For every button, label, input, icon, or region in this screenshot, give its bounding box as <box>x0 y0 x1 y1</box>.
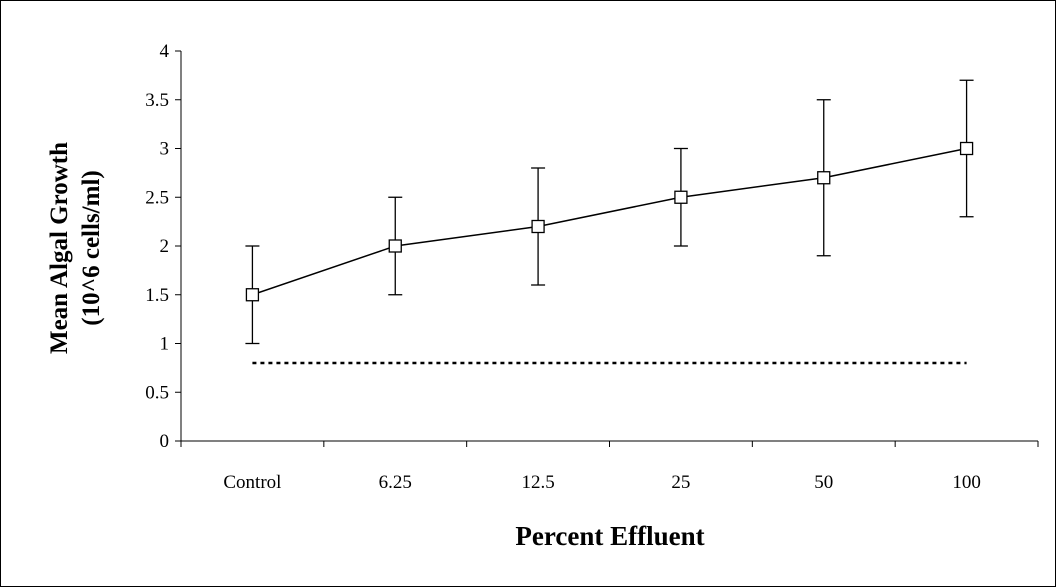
series-group <box>245 79 974 345</box>
x-axis-title: Percent Effluent <box>515 521 704 551</box>
x-axis-ticks: Control 6.25 12.5 25 50 100 <box>180 441 1039 493</box>
x-tick-label: Control <box>223 472 281 493</box>
y-tick-label: 3.5 <box>145 90 169 111</box>
x-tick-label: 25 <box>671 472 690 493</box>
y-tick-label: 1.5 <box>145 285 169 306</box>
data-point <box>674 190 688 204</box>
y-axis-title-line1: Mean Algal Growth <box>46 142 73 354</box>
y-tick-label: 2.5 <box>145 187 169 208</box>
data-point <box>531 219 545 234</box>
x-tick-label: 12.5 <box>521 472 554 493</box>
y-tick-label: 3 <box>160 139 170 160</box>
x-tick-label: 50 <box>814 472 833 493</box>
y-tick-label: 4 <box>160 41 170 62</box>
data-point <box>388 239 402 253</box>
y-axis-ticks: 0 0.5 1 1.5 2 2.5 3 3.5 4 <box>145 41 181 452</box>
y-axis-title-line2: (10^6 cells/ml) <box>78 170 105 325</box>
y-tick-label: 2 <box>160 236 170 257</box>
series-line <box>252 147 967 296</box>
y-tick-label: 0 <box>160 431 170 452</box>
x-tick-label: 100 <box>952 472 981 493</box>
data-point <box>245 288 260 302</box>
axes <box>180 51 1038 442</box>
x-tick-label: 6.25 <box>379 472 412 493</box>
y-tick-label: 1 <box>160 334 170 355</box>
data-point <box>817 171 831 185</box>
data-point <box>959 141 974 156</box>
y-tick-label: 0.5 <box>145 382 169 403</box>
